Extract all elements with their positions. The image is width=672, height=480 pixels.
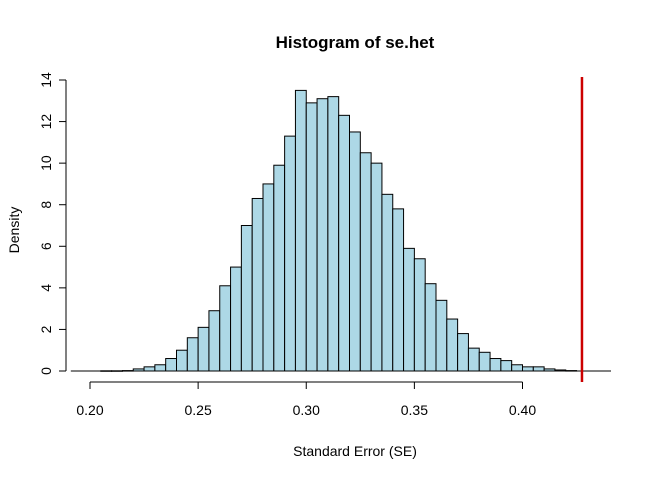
x-tick-label: 0.40 [509, 402, 536, 418]
histogram-bar [240, 225, 253, 372]
x-tick-label: 0.35 [401, 402, 428, 418]
histogram-bar [489, 358, 502, 372]
histogram-bar [219, 285, 232, 372]
histogram-bar [457, 333, 469, 372]
histogram-bar [522, 366, 534, 372]
histogram-bar [349, 131, 361, 372]
histogram-bar [359, 152, 372, 372]
y-axis: 0 2 4 6 8 10 12 14 [38, 72, 67, 375]
histogram-bar [186, 337, 199, 372]
histogram-bar [316, 98, 329, 372]
histogram-bar [165, 358, 177, 372]
chart-title: Histogram of se.het [276, 33, 435, 52]
histogram-bar [197, 326, 210, 372]
x-tick-label: 0.30 [293, 402, 320, 418]
histogram-bar [305, 102, 318, 372]
histogram-bar [413, 258, 426, 372]
histogram-bar [532, 366, 545, 372]
histogram-bar [511, 364, 523, 372]
histogram-bar [154, 364, 167, 372]
histogram-bar [230, 266, 242, 372]
x-axis: 0.20 0.25 0.30 0.35 0.40 [76, 381, 536, 418]
y-tick-label: 12 [38, 114, 54, 130]
histogram-bar [251, 197, 264, 372]
histogram-bar [500, 360, 513, 372]
histogram-bar [392, 208, 405, 372]
histogram-bars [70, 89, 611, 372]
histogram-bar [446, 318, 459, 372]
y-tick-label: 4 [38, 284, 54, 292]
histogram-bar [370, 162, 383, 372]
histogram-bar [424, 283, 437, 372]
histogram-bar [143, 366, 156, 372]
histogram-bar [338, 114, 350, 372]
y-tick-label: 0 [38, 367, 54, 375]
y-tick-label: 14 [38, 72, 54, 88]
histogram-bar [478, 351, 491, 372]
y-tick-label: 8 [38, 201, 54, 209]
y-tick-label: 10 [38, 155, 54, 171]
histogram-bar [176, 349, 188, 372]
histogram-bar [403, 247, 415, 372]
histogram-bar [467, 347, 480, 372]
histogram-bar [435, 299, 448, 372]
x-axis-label: Standard Error (SE) [293, 443, 417, 459]
histogram-bar [262, 183, 275, 372]
histogram-bar [273, 164, 286, 372]
x-tick-label: 0.20 [76, 402, 103, 418]
y-tick-label: 2 [38, 325, 54, 333]
histogram-bar [294, 89, 307, 372]
y-tick-label: 6 [38, 242, 54, 250]
histogram-bar [327, 96, 340, 372]
histogram-bar [208, 310, 221, 372]
y-axis-label: Density [6, 207, 22, 254]
histogram-bar [381, 193, 394, 372]
histogram-bar [284, 135, 296, 372]
x-tick-label: 0.25 [185, 402, 212, 418]
